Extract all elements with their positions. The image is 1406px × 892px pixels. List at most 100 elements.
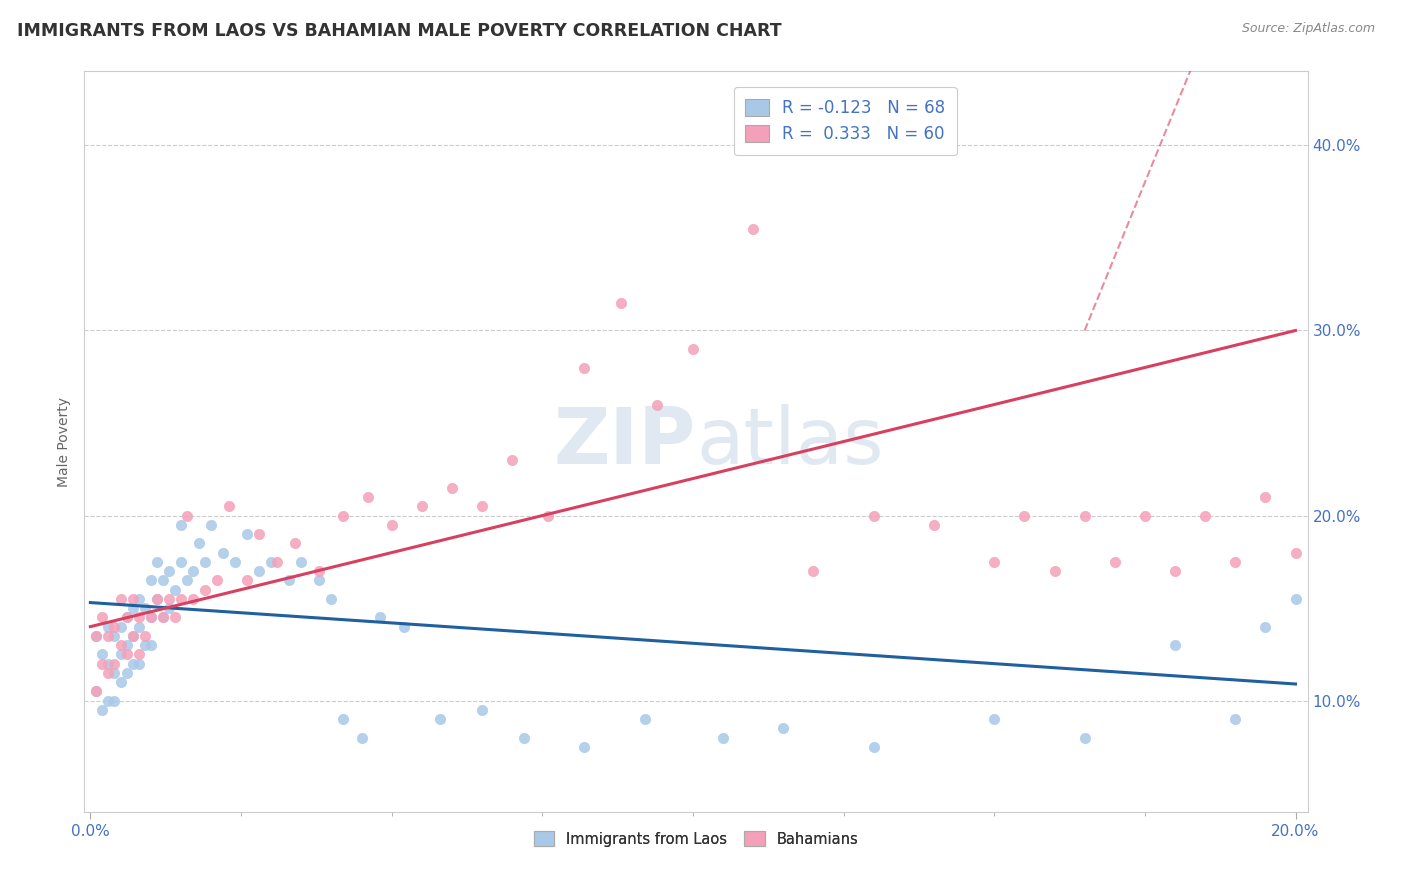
Point	[411, 500, 433, 514]
Point	[170, 591, 193, 606]
Point	[645, 398, 668, 412]
Point	[247, 564, 270, 578]
Point	[115, 648, 138, 662]
Point	[103, 665, 125, 680]
Point	[1073, 731, 1095, 745]
Point	[110, 591, 132, 606]
Point	[308, 564, 330, 578]
Point	[121, 657, 143, 671]
Point	[350, 731, 373, 745]
Point	[134, 629, 156, 643]
Point	[103, 629, 125, 643]
Point	[321, 591, 343, 606]
Point	[170, 555, 193, 569]
Point	[1164, 638, 1187, 652]
Point	[86, 684, 108, 698]
Point	[128, 648, 150, 662]
Point	[284, 536, 307, 550]
Point	[170, 517, 193, 532]
Point	[1254, 619, 1277, 633]
Point	[157, 601, 180, 615]
Text: Source: ZipAtlas.com: Source: ZipAtlas.com	[1241, 22, 1375, 36]
Point	[1254, 490, 1277, 504]
Point	[97, 629, 120, 643]
Point	[308, 574, 330, 588]
Point	[290, 555, 312, 569]
Point	[157, 591, 180, 606]
Point	[103, 619, 125, 633]
Point	[634, 712, 657, 726]
Point	[537, 508, 560, 523]
Point	[205, 574, 228, 588]
Point	[247, 527, 270, 541]
Point	[139, 610, 162, 624]
Point	[260, 555, 283, 569]
Point	[121, 629, 143, 643]
Point	[194, 582, 217, 597]
Point	[187, 536, 209, 550]
Point	[139, 574, 162, 588]
Point	[115, 610, 138, 624]
Point	[194, 555, 217, 569]
Point	[176, 508, 198, 523]
Point	[86, 629, 108, 643]
Point	[110, 675, 132, 690]
Point	[332, 508, 354, 523]
Point	[742, 221, 765, 235]
Point	[86, 629, 108, 643]
Point	[862, 508, 884, 523]
Point	[115, 610, 138, 624]
Point	[139, 638, 162, 652]
Point	[1225, 555, 1247, 569]
Point	[983, 555, 1005, 569]
Point	[711, 731, 734, 745]
Legend: Immigrants from Laos, Bahamians: Immigrants from Laos, Bahamians	[527, 825, 865, 853]
Point	[163, 610, 186, 624]
Point	[134, 638, 156, 652]
Point	[224, 555, 246, 569]
Point	[609, 295, 631, 310]
Point	[121, 591, 143, 606]
Point	[772, 722, 794, 736]
Point	[1043, 564, 1066, 578]
Point	[97, 694, 120, 708]
Point	[356, 490, 378, 504]
Point	[212, 546, 235, 560]
Point	[139, 610, 162, 624]
Point	[128, 591, 150, 606]
Point	[128, 657, 150, 671]
Point	[152, 574, 174, 588]
Point	[181, 564, 204, 578]
Point	[103, 694, 125, 708]
Point	[574, 739, 596, 754]
Point	[236, 574, 259, 588]
Point	[513, 731, 536, 745]
Point	[440, 481, 463, 495]
Point	[145, 555, 167, 569]
Point	[115, 665, 138, 680]
Point	[1225, 712, 1247, 726]
Text: atlas: atlas	[696, 403, 883, 480]
Point	[176, 574, 198, 588]
Point	[110, 648, 132, 662]
Point	[157, 564, 180, 578]
Point	[1073, 508, 1095, 523]
Point	[145, 591, 167, 606]
Point	[91, 610, 114, 624]
Point	[682, 342, 704, 356]
Point	[121, 601, 143, 615]
Point	[501, 453, 523, 467]
Point	[181, 591, 204, 606]
Point	[381, 517, 404, 532]
Point	[368, 610, 391, 624]
Text: ZIP: ZIP	[554, 403, 696, 480]
Point	[128, 619, 150, 633]
Point	[471, 500, 494, 514]
Point	[152, 610, 174, 624]
Point	[200, 517, 222, 532]
Point	[332, 712, 354, 726]
Point	[1104, 555, 1126, 569]
Point	[97, 665, 120, 680]
Point	[110, 619, 132, 633]
Point	[922, 517, 945, 532]
